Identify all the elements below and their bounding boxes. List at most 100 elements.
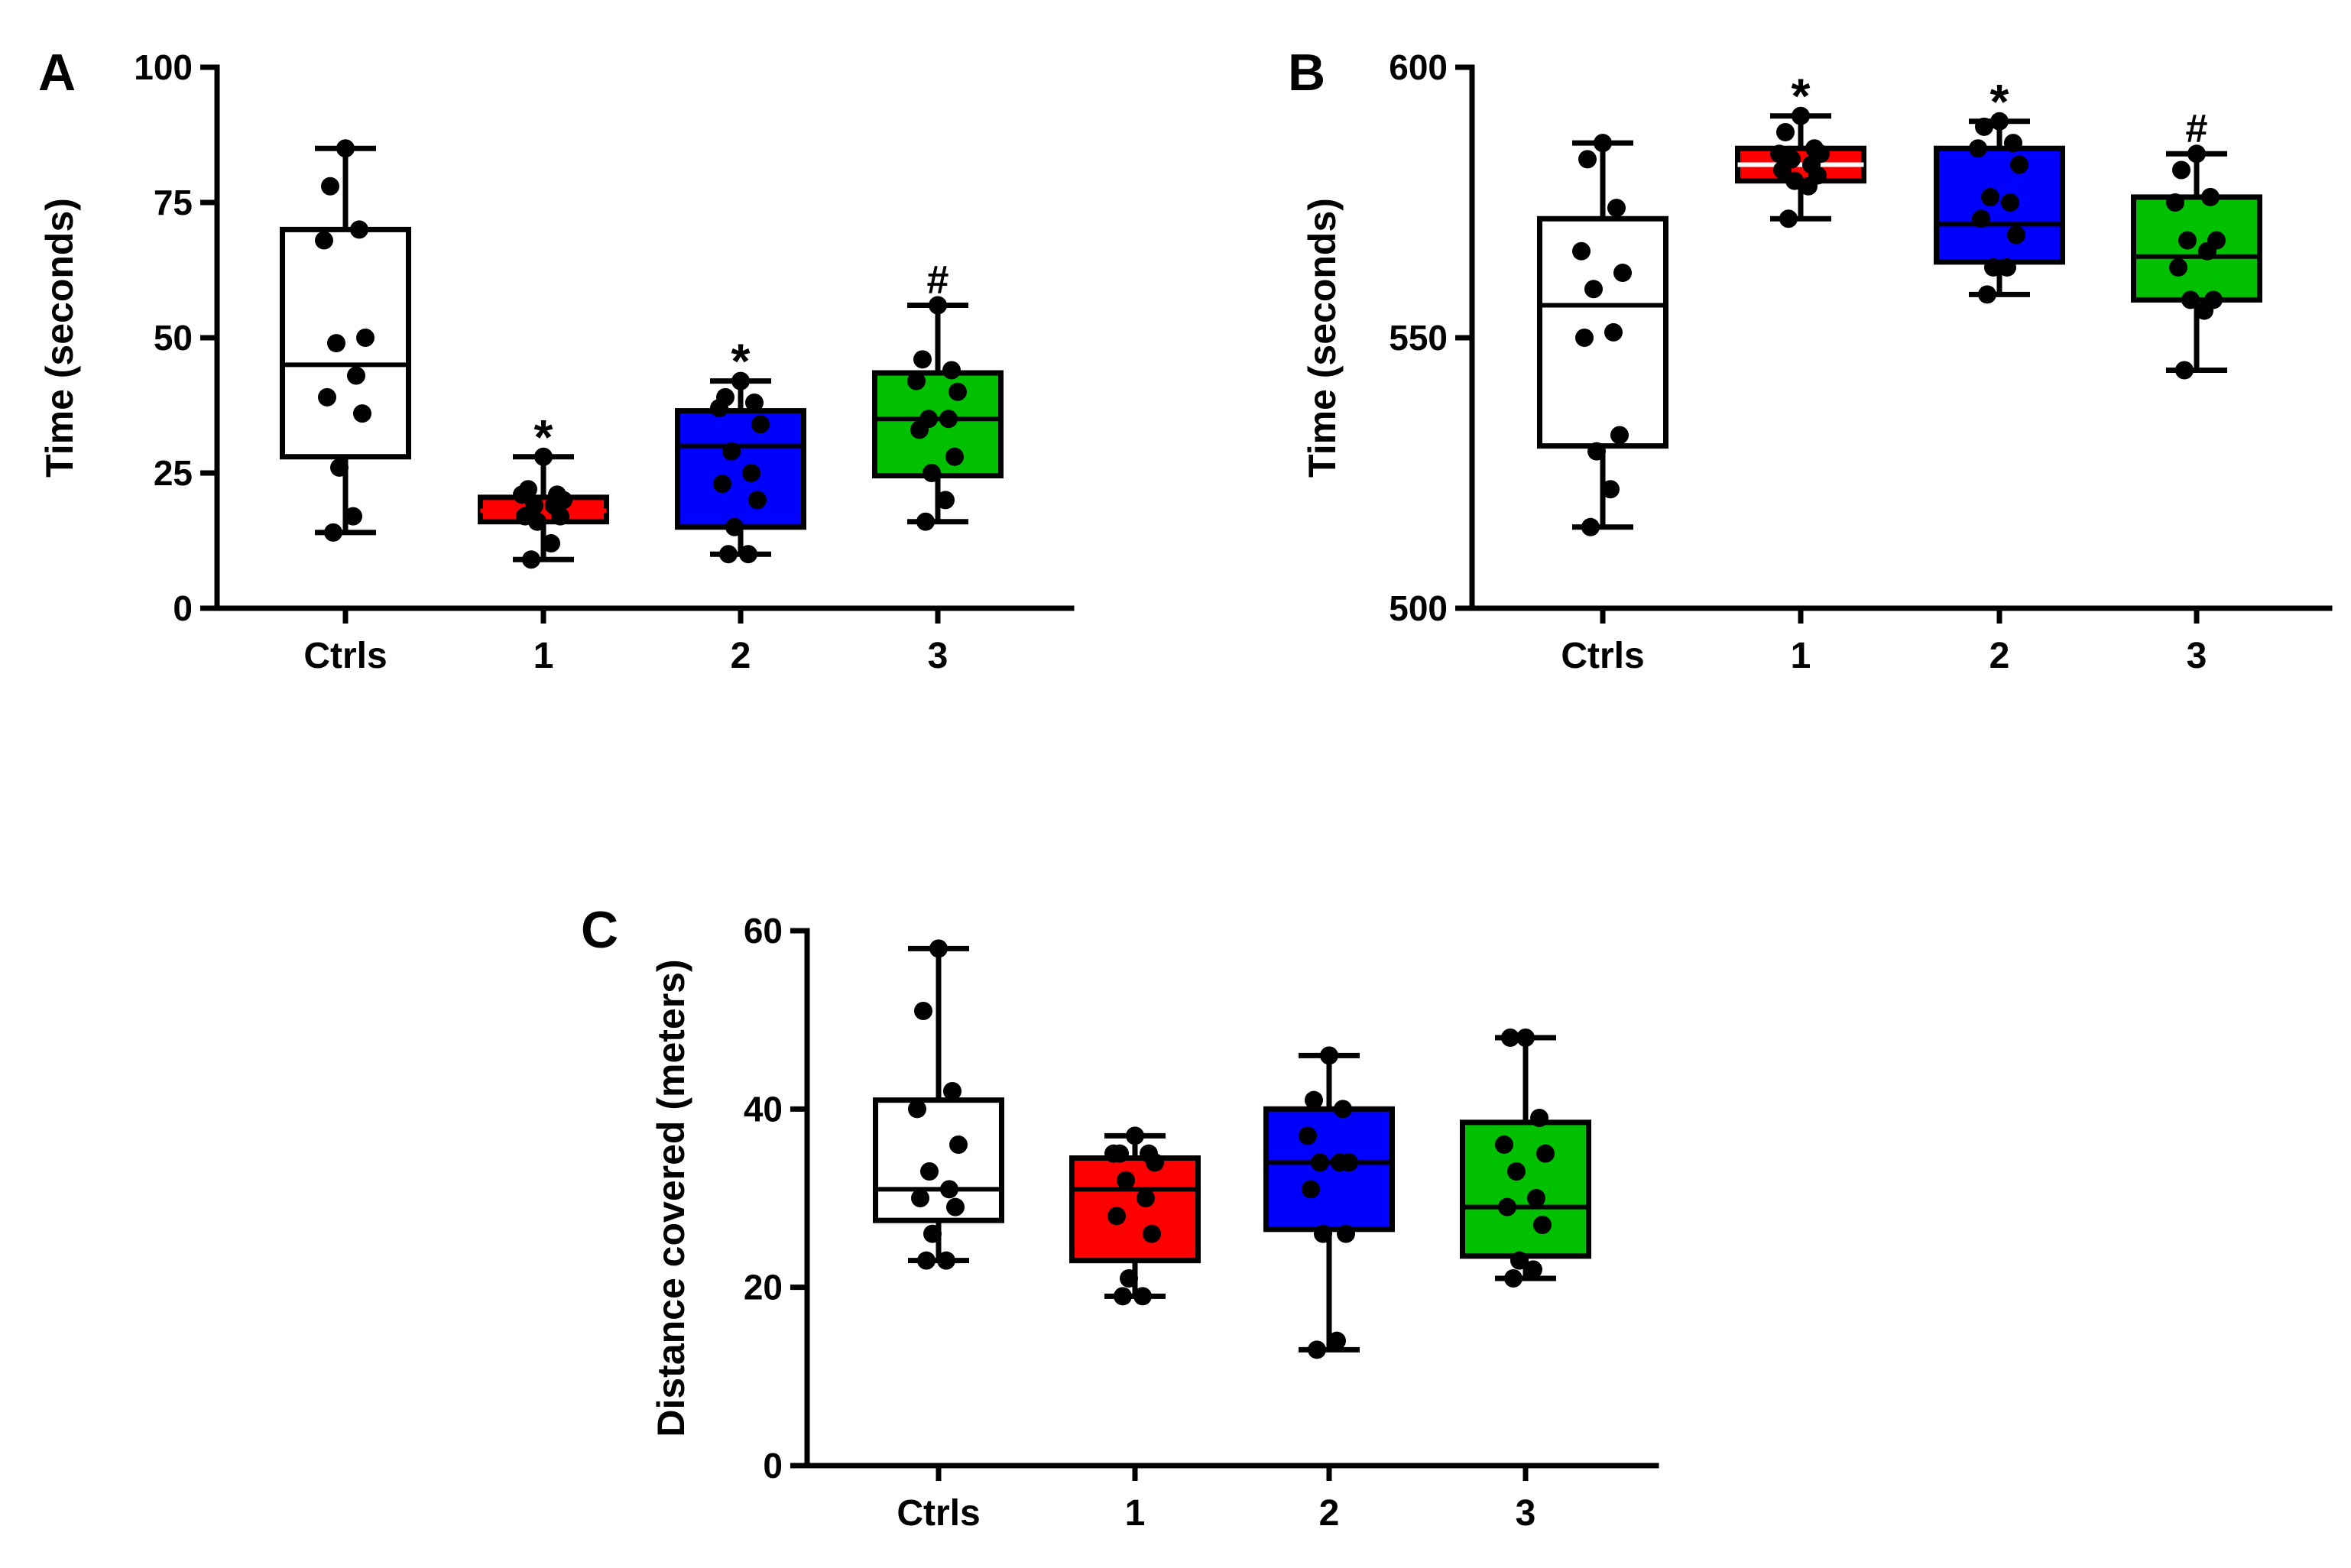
data-point bbox=[1998, 258, 2016, 277]
data-point bbox=[907, 371, 926, 390]
box-iqr bbox=[1069, 1155, 1201, 1264]
x-tick-label: 2 bbox=[731, 636, 751, 676]
data-point bbox=[2181, 290, 2200, 309]
data-point bbox=[1799, 177, 1818, 196]
data-point bbox=[751, 415, 770, 434]
data-point bbox=[722, 442, 741, 461]
box-plot-ctrls bbox=[1537, 134, 1668, 536]
data-point bbox=[1533, 1216, 1552, 1234]
data-point bbox=[1143, 1224, 1161, 1243]
data-point bbox=[739, 545, 757, 564]
data-point bbox=[2195, 301, 2213, 320]
box-plot-3: # bbox=[872, 258, 1004, 531]
y-axis-title: Time (seconds) bbox=[1301, 198, 1344, 478]
box-iqr bbox=[1263, 1106, 1395, 1233]
data-point bbox=[946, 1197, 965, 1216]
data-point bbox=[1146, 1153, 1164, 1172]
data-point bbox=[914, 1002, 932, 1020]
data-point bbox=[1969, 139, 1987, 158]
data-point bbox=[949, 1136, 968, 1154]
x-tick-label: Ctrls bbox=[303, 636, 387, 676]
data-point bbox=[1578, 150, 1597, 169]
data-point bbox=[939, 410, 958, 429]
box-plot-1 bbox=[1069, 1126, 1201, 1306]
data-point bbox=[1607, 199, 1626, 218]
data-point bbox=[551, 507, 569, 526]
data-point bbox=[1581, 517, 1600, 536]
data-point bbox=[1117, 1171, 1135, 1190]
data-point bbox=[1601, 480, 1620, 499]
data-point bbox=[1114, 1287, 1132, 1306]
data-point bbox=[2172, 160, 2190, 180]
significance-mark: * bbox=[1792, 69, 1811, 124]
data-point bbox=[1510, 1251, 1529, 1270]
data-point bbox=[353, 404, 371, 423]
box-iqr bbox=[675, 408, 806, 530]
data-point bbox=[2010, 155, 2028, 174]
x-tick-label: 2 bbox=[1319, 1493, 1340, 1534]
data-point bbox=[347, 366, 365, 385]
panel-a: A Time (seconds) 0 25 50 75 100 Ctrls 1 2 3 * * # bbox=[38, 44, 1075, 676]
data-point bbox=[1133, 1287, 1152, 1306]
data-point bbox=[522, 550, 540, 569]
data-point bbox=[1302, 1180, 1320, 1199]
data-point bbox=[2178, 231, 2197, 250]
y-tick-label: 0 bbox=[173, 588, 193, 628]
data-point bbox=[356, 329, 375, 347]
data-point bbox=[923, 464, 941, 482]
data-point bbox=[1975, 117, 1993, 136]
data-point bbox=[719, 545, 738, 564]
y-tick-label: 75 bbox=[154, 183, 193, 222]
data-point bbox=[1328, 1331, 1346, 1350]
data-point bbox=[1972, 209, 1990, 228]
data-point bbox=[336, 139, 355, 158]
data-point bbox=[2004, 134, 2022, 153]
data-point bbox=[1320, 1046, 1338, 1065]
y-tick-label: 100 bbox=[134, 47, 193, 87]
panel-letter: B bbox=[1288, 44, 1325, 102]
y-axis-title: Distance covered (meters) bbox=[650, 959, 692, 1437]
significance-mark: * bbox=[534, 410, 553, 465]
y-tick-label: 20 bbox=[744, 1268, 783, 1307]
data-point bbox=[327, 334, 345, 353]
data-point bbox=[2007, 225, 2025, 245]
data-point bbox=[1516, 1029, 1535, 1047]
y-tick-label: 50 bbox=[154, 318, 193, 358]
data-point bbox=[713, 475, 731, 494]
data-point bbox=[748, 491, 767, 510]
data-point bbox=[908, 1100, 926, 1119]
data-point bbox=[949, 382, 967, 401]
significance-mark: * bbox=[731, 334, 751, 389]
data-point bbox=[330, 458, 349, 477]
y-tick-label: 25 bbox=[154, 453, 193, 493]
data-point bbox=[1126, 1126, 1144, 1145]
data-point bbox=[943, 1082, 961, 1100]
data-point bbox=[1308, 1340, 1326, 1359]
data-point bbox=[2201, 187, 2220, 206]
data-point bbox=[534, 447, 553, 466]
x-tick-label: 1 bbox=[533, 636, 554, 676]
data-point bbox=[542, 534, 560, 553]
data-point bbox=[1536, 1144, 1555, 1163]
data-point bbox=[1498, 1197, 1516, 1216]
data-point bbox=[324, 523, 342, 542]
box-iqr bbox=[2131, 194, 2262, 303]
data-point bbox=[917, 1251, 936, 1270]
data-point bbox=[2175, 361, 2194, 380]
data-point bbox=[1305, 1090, 1323, 1110]
data-point bbox=[725, 517, 744, 536]
data-point bbox=[1107, 1207, 1126, 1226]
data-point bbox=[1299, 1126, 1317, 1145]
data-point bbox=[1504, 1269, 1522, 1288]
data-point bbox=[742, 464, 760, 482]
data-point bbox=[1501, 1029, 1519, 1047]
y-tick-label: 500 bbox=[1389, 588, 1448, 628]
data-point bbox=[913, 350, 932, 369]
data-point bbox=[1575, 329, 1594, 347]
panel-c: C Distance covered (meters) 0 20 40 60 Ctrls 1 2… bbox=[581, 901, 1659, 1534]
data-point bbox=[936, 491, 955, 510]
y-tick-label: 40 bbox=[744, 1089, 783, 1129]
data-point bbox=[910, 420, 929, 439]
data-point bbox=[1507, 1162, 1526, 1181]
